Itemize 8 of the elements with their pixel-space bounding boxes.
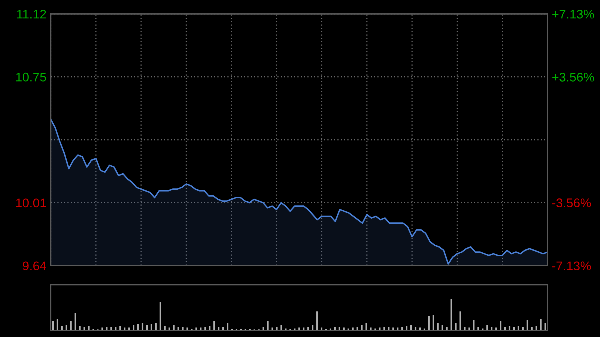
y-tick-label: 10.75 <box>16 72 46 82</box>
y-tick-label: 9.64 <box>23 262 46 271</box>
y-tick-label: 11.12 <box>17 10 46 19</box>
y-tick-label: 10.01 <box>16 198 46 208</box>
y2-tick-label: +7.13% <box>552 10 594 19</box>
y2-tick-label: -3.56% <box>552 198 592 208</box>
y2-tick-label: -7.13% <box>552 262 592 271</box>
y2-tick-label: +3.56% <box>552 72 594 82</box>
